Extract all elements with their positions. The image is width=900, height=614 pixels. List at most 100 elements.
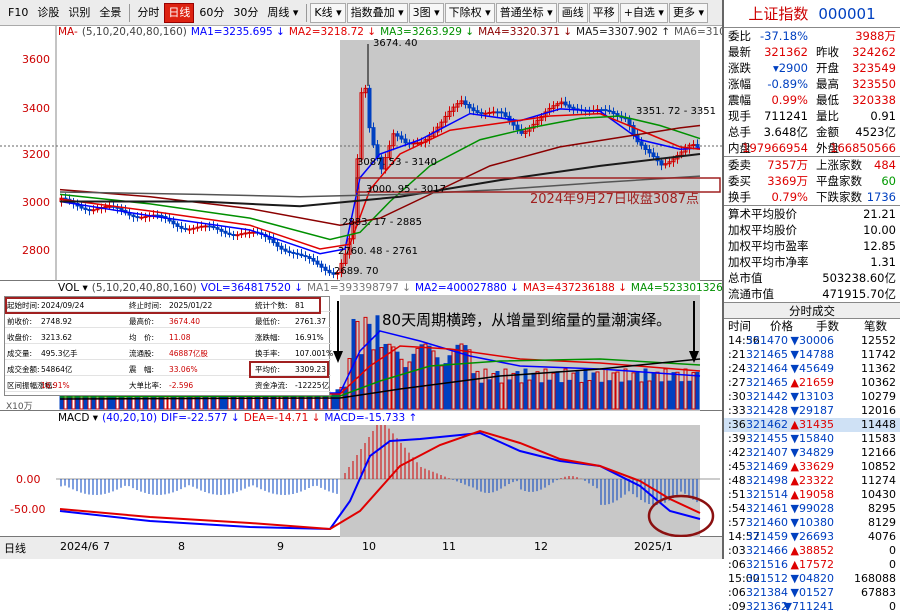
toolbar-item-10[interactable]: 指数叠加 ▾ bbox=[346, 2, 408, 23]
trade-row[interactable]: 15:00 321512 ▼04820 168088 bbox=[724, 572, 900, 586]
stat-row: 加权平均股价 10.00 bbox=[724, 222, 900, 238]
volume-bar bbox=[511, 372, 516, 410]
toolbar-item-1[interactable]: 诊股 bbox=[37, 5, 60, 19]
trades-header: 时间 价格 手数 笔数 bbox=[724, 319, 900, 334]
candle-body bbox=[443, 115, 448, 123]
trade-cell: 8129 bbox=[868, 516, 896, 529]
quote-row: 涨幅 -0.89% 最高 323550 bbox=[724, 76, 900, 92]
quote-label: 金额 bbox=[816, 125, 839, 139]
trade-row[interactable]: :21 321465 ▼14788 11742 bbox=[724, 348, 900, 362]
x-tick-7: 7 bbox=[103, 540, 110, 553]
toolbar-item-8[interactable]: 周线 ▾ bbox=[267, 5, 299, 19]
toolbar-item-6[interactable]: 60分 bbox=[199, 5, 225, 19]
macd-chart[interactable]: MACD ▾ (40,20,10) DIF=-22.577 ↓ DEA=-14.… bbox=[0, 411, 722, 538]
quote-value: 4523亿 bbox=[855, 125, 896, 139]
stat-value: 3309.23 bbox=[295, 365, 327, 374]
stat-value: 1.31 bbox=[870, 255, 896, 269]
candle-body bbox=[175, 223, 180, 227]
candle-body bbox=[299, 253, 304, 257]
toolbar-item-12[interactable]: 下除权 ▾ bbox=[444, 2, 495, 23]
trade-cell: 67883 bbox=[861, 586, 896, 599]
quote-value: 3.648亿 bbox=[763, 125, 808, 139]
toolbar-item-9[interactable]: K线 ▾ bbox=[310, 2, 346, 23]
trade-cell: 321462 bbox=[746, 418, 788, 431]
candle-body bbox=[487, 111, 492, 114]
volume-bar bbox=[515, 371, 520, 410]
trade-row[interactable]: :45 321469 ▲33629 10852 bbox=[724, 460, 900, 474]
quote-value: -0.89% bbox=[767, 77, 808, 91]
trade-row[interactable]: :30 321442 ▼13103 10279 bbox=[724, 390, 900, 404]
toolbar-item-5[interactable]: 日线 bbox=[164, 2, 195, 23]
trade-row[interactable]: :24 321464 ▼45649 11362 bbox=[724, 362, 900, 376]
trade-row[interactable]: :36 321462 ▲31435 11448 bbox=[724, 418, 900, 432]
toolbar-item-16[interactable]: +自选 ▾ bbox=[619, 2, 668, 23]
candle-body bbox=[319, 263, 324, 268]
trade-row[interactable]: :06 321516 ▲17572 0 bbox=[724, 558, 900, 572]
trade-cell: :24 bbox=[728, 362, 746, 375]
ma-legend-label[interactable]: MA- bbox=[58, 26, 78, 38]
toolbar-item-15[interactable]: 平移 bbox=[588, 2, 619, 23]
trades-list[interactable]: 14:56 321470 ▼30006 12552:21 321465 ▼14788 117… bbox=[724, 334, 900, 614]
volume-bar bbox=[363, 316, 368, 410]
candle-body bbox=[79, 205, 84, 209]
trade-cell: 8295 bbox=[868, 502, 896, 515]
price-label-3351: 3351. 72 - 3351 bbox=[636, 106, 716, 117]
trade-cell: ▼99028 bbox=[790, 502, 834, 515]
candle-body bbox=[607, 109, 612, 113]
stat-value: 471915.70亿 bbox=[822, 287, 896, 301]
macd-chart-canvas[interactable] bbox=[0, 411, 722, 538]
toolbar-item-2[interactable]: 识别 bbox=[68, 5, 91, 19]
main-price-chart[interactable]: MA- (5,10,20,40,80,160) MA1=3235.695 ↓ M… bbox=[0, 26, 743, 281]
macd-legend-label[interactable]: MACD ▾ bbox=[58, 412, 99, 424]
toolbar-item-11[interactable]: 3图 ▾ bbox=[408, 2, 444, 23]
toolbar-item-4[interactable]: 分时 bbox=[137, 5, 160, 19]
security-name[interactable]: 上证指数 bbox=[748, 5, 809, 23]
stat-value: 2025/01/22 bbox=[169, 301, 213, 310]
volume-bar bbox=[543, 368, 548, 410]
toolbar-item-17[interactable]: 更多 ▾ bbox=[668, 2, 708, 23]
toolbar-item-13[interactable]: 普通坐标 ▾ bbox=[495, 2, 557, 23]
candle-body bbox=[135, 216, 140, 219]
stat-row: 起始时间: 2024/09/24 终止时间: 2025/01/22 统计个数: 81 bbox=[5, 299, 331, 312]
trade-cell: ▲23322 bbox=[790, 474, 834, 487]
price-chart-canvas[interactable] bbox=[0, 26, 722, 281]
quote-label: 开盘 bbox=[816, 61, 839, 75]
trade-row[interactable]: :42 321407 ▼34829 12166 bbox=[724, 446, 900, 460]
toolbar-item-7[interactable]: 30分 bbox=[233, 5, 259, 19]
trade-row[interactable]: 14:57 321459 ▼26693 4076 bbox=[724, 530, 900, 544]
trade-row[interactable]: :27 321465 ▲21659 10362 bbox=[724, 376, 900, 390]
candle-body bbox=[627, 118, 632, 127]
candle-body bbox=[275, 242, 280, 247]
trade-row[interactable]: :48 321498 ▲23322 11274 bbox=[724, 474, 900, 488]
trade-row[interactable]: :06 321384 ▼01527 67883 bbox=[724, 586, 900, 600]
trade-row[interactable]: :33 321428 ▼29187 12016 bbox=[724, 404, 900, 418]
trade-row[interactable]: :57 321460 ▼10380 8129 bbox=[724, 516, 900, 530]
candle-body bbox=[659, 160, 664, 166]
trade-row[interactable]: 14:56 321470 ▼30006 12552 bbox=[724, 334, 900, 348]
vol-legend-label[interactable]: VOL ▾ bbox=[58, 282, 88, 294]
trade-cell: ▼30006 bbox=[790, 334, 834, 347]
toolbar-item-3[interactable]: 全景 bbox=[99, 5, 122, 19]
trade-row[interactable]: :09 321362 ▼711241 0 bbox=[724, 600, 900, 614]
stat-row: 成交金额: 54864亿 震 幅: 33.06% 平均价: 3309.23 bbox=[5, 363, 331, 376]
volume-chart[interactable]: VOL ▾ (5,10,20,40,80,160) VOL=364817520 … bbox=[0, 281, 735, 412]
stat-label: 震 幅: bbox=[129, 365, 155, 374]
stat-value: 2024/09/24 bbox=[41, 301, 85, 310]
dea-value: DEA=-14.71 ↓ bbox=[243, 412, 321, 424]
trade-row[interactable]: :03 321466 ▲38852 0 bbox=[724, 544, 900, 558]
period-label[interactable]: 日线 bbox=[4, 542, 26, 555]
volume-bar bbox=[387, 343, 392, 410]
toolbar-item-14[interactable]: 画线 bbox=[557, 2, 588, 23]
trade-row[interactable]: :54 321461 ▼99028 8295 bbox=[724, 502, 900, 516]
stat-row: 总市值 503238.60亿 bbox=[724, 270, 900, 286]
volume-bar bbox=[635, 371, 640, 410]
stat-label: 均 价: bbox=[129, 333, 155, 342]
trade-row[interactable]: :39 321455 ▼15840 11583 bbox=[724, 432, 900, 446]
volume-bar bbox=[519, 382, 524, 410]
candle-body bbox=[227, 232, 232, 236]
stat-value: 2748.92 bbox=[41, 317, 73, 326]
toolbar-item-0[interactable]: F10 bbox=[8, 5, 29, 19]
quote-value: 0.91 bbox=[870, 109, 896, 123]
volume-chart-canvas[interactable] bbox=[0, 281, 722, 411]
trade-row[interactable]: :51 321514 ▲19058 10430 bbox=[724, 488, 900, 502]
